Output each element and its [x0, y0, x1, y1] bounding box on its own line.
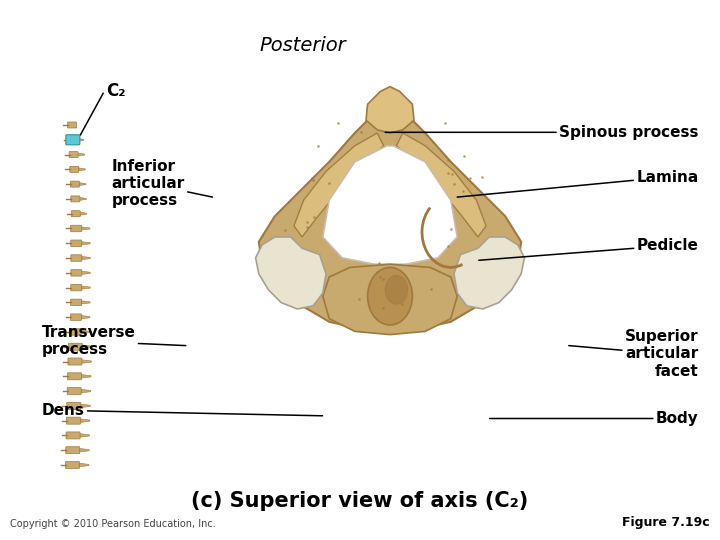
FancyBboxPatch shape	[68, 373, 81, 380]
Polygon shape	[366, 86, 414, 133]
Polygon shape	[454, 237, 524, 309]
Polygon shape	[79, 448, 89, 452]
Text: Figure 7.19c: Figure 7.19c	[621, 516, 709, 529]
Text: Posterior: Posterior	[259, 36, 346, 56]
Text: Lamina: Lamina	[457, 170, 698, 197]
FancyBboxPatch shape	[71, 314, 81, 320]
Polygon shape	[81, 286, 90, 289]
Text: Copyright © 2010 Pearson Education, Inc.: Copyright © 2010 Pearson Education, Inc.	[10, 519, 216, 529]
Polygon shape	[81, 256, 90, 260]
Text: Pedicle: Pedicle	[479, 238, 698, 260]
FancyBboxPatch shape	[66, 462, 79, 469]
Polygon shape	[81, 360, 91, 363]
Polygon shape	[78, 168, 85, 171]
FancyBboxPatch shape	[71, 181, 79, 187]
FancyBboxPatch shape	[66, 417, 81, 424]
Polygon shape	[80, 419, 90, 422]
Polygon shape	[81, 375, 91, 378]
Text: Dens: Dens	[42, 403, 323, 418]
FancyBboxPatch shape	[71, 196, 80, 202]
Polygon shape	[79, 183, 86, 186]
Polygon shape	[256, 237, 326, 309]
FancyBboxPatch shape	[69, 152, 78, 158]
Polygon shape	[79, 434, 89, 437]
Text: Transverse
process: Transverse process	[42, 325, 186, 357]
Text: (c) Superior view of axis (C₂): (c) Superior view of axis (C₂)	[192, 491, 528, 511]
Polygon shape	[77, 138, 84, 141]
FancyBboxPatch shape	[68, 122, 76, 128]
FancyBboxPatch shape	[71, 225, 81, 232]
Text: Superior
articular
facet: Superior articular facet	[569, 329, 698, 379]
Polygon shape	[78, 153, 84, 156]
FancyBboxPatch shape	[71, 299, 81, 306]
Ellipse shape	[368, 267, 413, 325]
Polygon shape	[323, 146, 457, 264]
FancyBboxPatch shape	[71, 255, 82, 261]
FancyBboxPatch shape	[71, 285, 82, 291]
Polygon shape	[80, 404, 90, 408]
Polygon shape	[294, 133, 384, 237]
Polygon shape	[81, 315, 90, 319]
FancyBboxPatch shape	[70, 166, 78, 172]
Polygon shape	[397, 133, 486, 237]
Text: Inferior
articular
process: Inferior articular process	[112, 159, 212, 208]
FancyBboxPatch shape	[71, 269, 82, 276]
Polygon shape	[81, 227, 90, 230]
Polygon shape	[79, 463, 89, 467]
Polygon shape	[81, 241, 90, 245]
FancyBboxPatch shape	[71, 240, 82, 247]
FancyBboxPatch shape	[68, 343, 82, 350]
FancyBboxPatch shape	[68, 358, 82, 365]
FancyBboxPatch shape	[66, 447, 80, 454]
FancyBboxPatch shape	[67, 402, 81, 409]
Polygon shape	[79, 198, 86, 200]
FancyBboxPatch shape	[68, 137, 77, 143]
Text: Spinous process: Spinous process	[385, 125, 698, 140]
Polygon shape	[81, 389, 91, 393]
Polygon shape	[258, 104, 521, 333]
FancyBboxPatch shape	[67, 388, 81, 395]
Polygon shape	[81, 330, 89, 334]
FancyBboxPatch shape	[66, 135, 80, 145]
FancyBboxPatch shape	[70, 329, 81, 335]
Polygon shape	[81, 271, 90, 274]
FancyBboxPatch shape	[66, 432, 80, 439]
Text: C₂: C₂	[107, 82, 126, 100]
Polygon shape	[82, 345, 91, 348]
Text: Body: Body	[490, 411, 698, 426]
Polygon shape	[80, 212, 86, 215]
Ellipse shape	[385, 275, 408, 304]
FancyBboxPatch shape	[71, 211, 80, 217]
Polygon shape	[81, 301, 90, 304]
Polygon shape	[323, 264, 457, 335]
